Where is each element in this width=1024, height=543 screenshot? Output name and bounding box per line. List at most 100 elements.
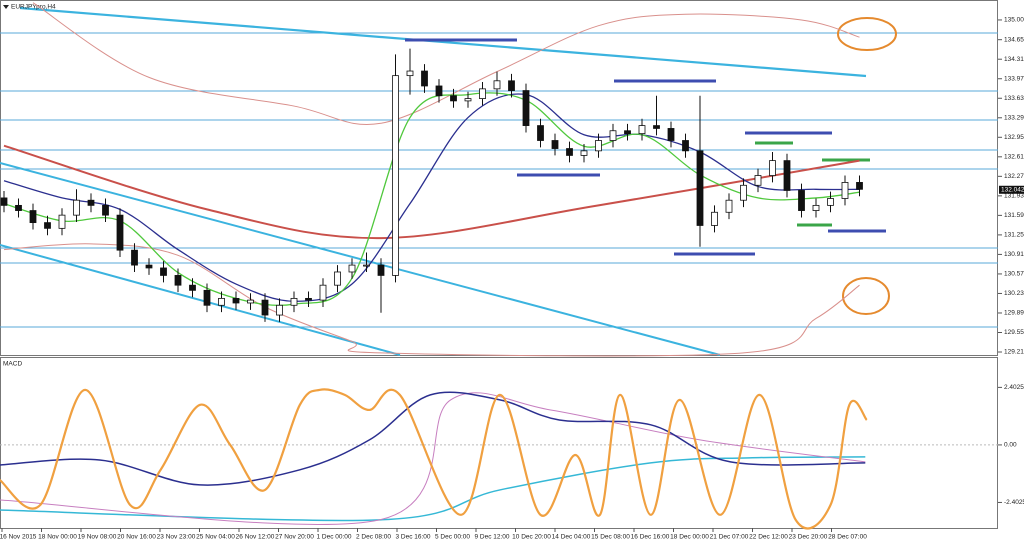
macd-title: MACD — [3, 361, 22, 368]
indicator-line — [3, 93, 860, 302]
indicator-line — [3, 243, 860, 357]
candle-body — [798, 190, 805, 211]
candle-body — [551, 140, 559, 149]
x-tick-label: 2 Dec 08:00 — [356, 534, 391, 541]
candle-body — [711, 211, 718, 226]
highlight-ellipse — [842, 277, 890, 315]
price-pane — [0, 0, 998, 356]
candle-body — [856, 182, 863, 190]
candle-body — [276, 304, 283, 316]
candle-body — [58, 214, 66, 229]
candle-body — [580, 150, 588, 156]
x-tick-label: 23 Dec 20:00 — [789, 534, 828, 541]
y-tick-label: 2.4025 — [1004, 384, 1024, 391]
x-tick-label: 28 Dec 07:00 — [828, 534, 867, 541]
x-tick-label: 18 Dec 00:00 — [670, 534, 709, 541]
candle-body — [319, 284, 327, 301]
y-tick-label: 130.576 — [1004, 271, 1024, 278]
x-tick-label: 21 Dec 07:00 — [710, 534, 749, 541]
x-tick-label: 20 Nov 16:00 — [117, 534, 156, 541]
last-price-box — [999, 185, 1024, 194]
candle-body — [189, 284, 196, 291]
y-tick-label: 130.916 — [1004, 251, 1024, 258]
candle-body — [537, 125, 544, 141]
y-tick-label: 131.596 — [1004, 212, 1024, 219]
candle-body — [522, 90, 530, 126]
candle-body — [145, 264, 153, 269]
candle-body — [15, 204, 22, 211]
candle-body — [566, 148, 573, 156]
candle-body — [87, 199, 95, 206]
candle-body — [218, 297, 225, 306]
indicator-line — [0, 392, 866, 526]
candle-body — [595, 140, 602, 152]
candle-body — [203, 289, 211, 306]
y-tick-label: 0.00 — [1004, 442, 1017, 449]
candle-body — [377, 264, 385, 276]
candle-body — [479, 88, 486, 99]
candle-body — [783, 160, 791, 191]
candle-body — [29, 210, 37, 224]
candle-body — [73, 199, 80, 216]
candle-body — [450, 95, 457, 102]
candle-body — [131, 249, 138, 266]
candle-body — [638, 125, 646, 135]
y-tick-label: 131.256 — [1004, 232, 1024, 239]
y-tick-label: 132.956 — [1004, 134, 1024, 141]
candle-body — [508, 80, 515, 91]
x-tick-label: 14 Dec 04:00 — [552, 534, 591, 541]
x-tick-label: 10 Dec 20:00 — [512, 534, 551, 541]
x-tick-label: 15 Dec 08:00 — [591, 534, 630, 541]
y-tick-label: 131.936 — [1004, 193, 1024, 200]
candle-body — [740, 184, 747, 201]
candle-body — [334, 271, 341, 286]
candle-body — [609, 130, 617, 141]
candle-body — [305, 297, 312, 301]
candle-body — [0, 197, 8, 206]
candle-body — [435, 85, 443, 97]
candle-body — [261, 299, 269, 316]
y-tick-label: -2.4025 — [1004, 499, 1024, 506]
y-tick-label: 133.976 — [1004, 75, 1024, 82]
candle-body — [44, 222, 51, 229]
x-tick-label: 26 Nov 12:00 — [236, 534, 275, 541]
menu-icon — [3, 5, 9, 9]
candle-body — [247, 299, 254, 304]
candle-body — [174, 275, 182, 286]
candle-body — [421, 70, 428, 87]
candle-body — [406, 70, 414, 77]
indicator-line — [0, 388, 868, 530]
macd-pane — [0, 357, 998, 529]
x-tick-label: 27 Nov 20:00 — [275, 534, 314, 541]
candle-body — [102, 204, 109, 216]
y-tick-label: 133.636 — [1004, 95, 1024, 102]
candle-body — [667, 128, 675, 141]
candle-body — [392, 75, 399, 276]
x-tick-label: 16 Dec 16:00 — [631, 534, 670, 541]
y-tick-label: 132.616 — [1004, 154, 1024, 161]
candle-body — [116, 214, 124, 251]
trend-line — [0, 244, 401, 356]
candle-body — [493, 80, 501, 90]
candle-body — [754, 175, 762, 186]
candle-body — [812, 204, 820, 211]
y-tick-label: 129.556 — [1004, 329, 1024, 336]
x-tick-label: 18 Nov 00:00 — [38, 534, 77, 541]
candle-body — [841, 182, 849, 199]
candle-body — [653, 125, 660, 129]
levels — [0, 6, 998, 356]
indicator-line — [32, 2, 860, 125]
y-tick-label: 130.236 — [1004, 290, 1024, 297]
candle-body — [769, 160, 776, 176]
candle-body — [827, 198, 834, 206]
chart-title: EURJPYpro,H4 — [11, 4, 56, 11]
y-tick-label: 129.216 — [1004, 349, 1024, 356]
indicator-line — [3, 92, 860, 307]
candle-body — [682, 140, 689, 152]
indicator-line — [0, 391, 866, 486]
candle-body — [363, 264, 370, 267]
indicator-line — [0, 456, 866, 522]
candle-body — [725, 199, 733, 213]
x-tick-label: 5 Dec 00:00 — [435, 534, 470, 541]
